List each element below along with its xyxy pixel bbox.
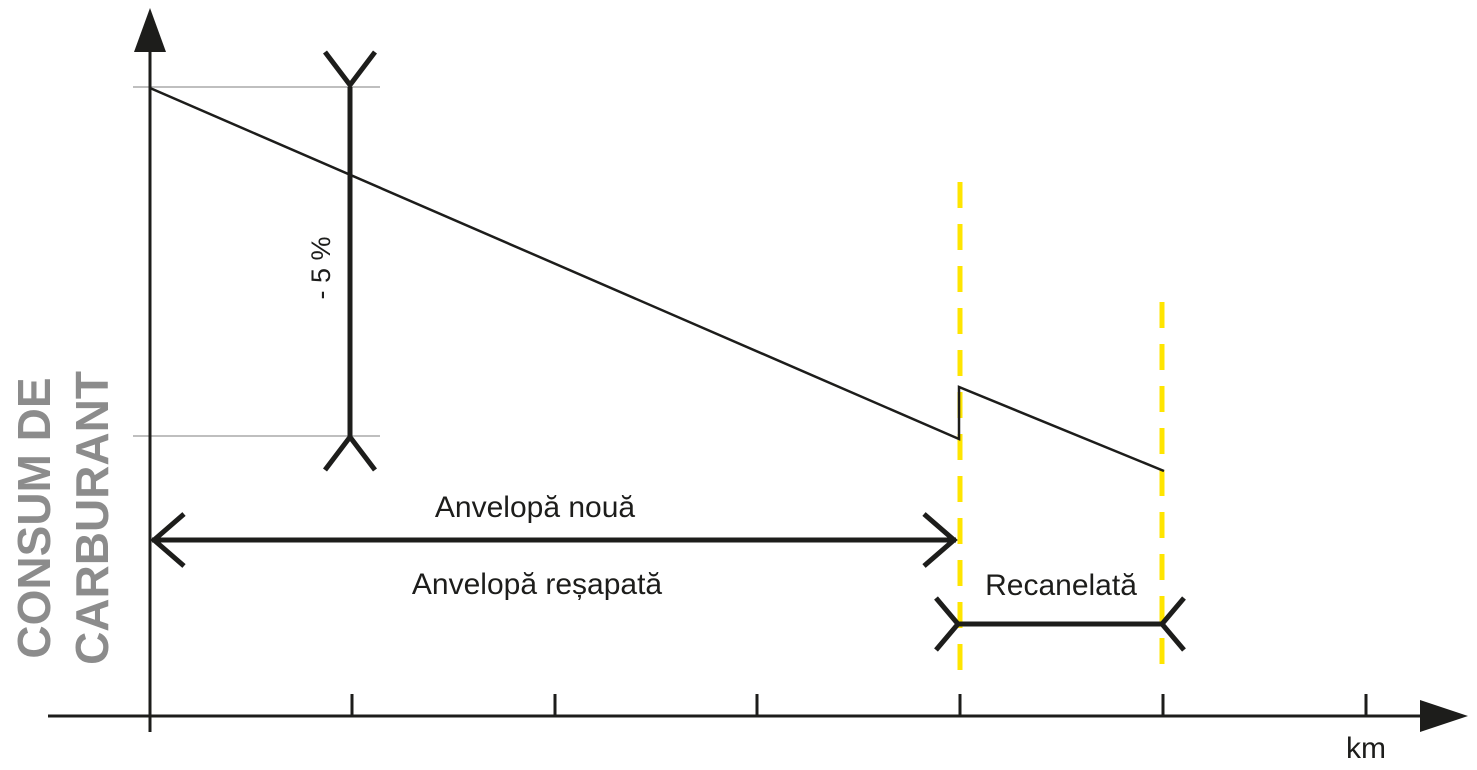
reduction-bottom-fork — [323, 432, 377, 472]
reduction-top-fork — [323, 50, 377, 90]
x-axis-label: km — [1346, 732, 1386, 765]
new-tire-label: Anvelopă nouă — [435, 491, 635, 524]
new-tire-right-head — [922, 512, 958, 568]
regrooved-left-fork — [934, 596, 962, 652]
reduction-measure-bar — [323, 50, 377, 472]
y-axis-label-line1: CONSUM DE — [8, 377, 60, 658]
regrooved-span-bar — [934, 596, 1186, 652]
consumption-line — [149, 86, 1165, 473]
y-axis-arrow — [134, 8, 166, 52]
x-axis-ticks — [350, 694, 1368, 716]
y-axis-label: CONSUM DE CARBURANT — [8, 371, 118, 665]
y-axis-label-line2: CARBURANT — [66, 371, 118, 665]
regrooved-label: Recanelată — [985, 569, 1137, 602]
regrooved-right-fork — [1158, 596, 1186, 652]
reduction-label: - 5 % — [306, 236, 336, 299]
new-tire-span-arrow — [150, 512, 958, 568]
new-tire-left-head — [150, 512, 186, 568]
retreaded-tire-label: Anvelopă reșapată — [412, 568, 662, 601]
x-axis-arrow — [1420, 700, 1468, 732]
